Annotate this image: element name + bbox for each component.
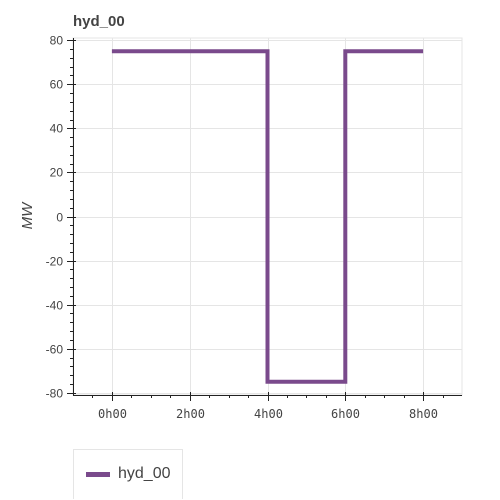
- legend[interactable]: hyd_00: [73, 449, 183, 499]
- y-tick-label: -20: [46, 255, 64, 269]
- y-tick-label: 40: [50, 122, 64, 136]
- legend-label: hyd_00: [118, 465, 171, 482]
- chart-title: hyd_00: [73, 13, 125, 30]
- y-tick-label: -60: [46, 343, 64, 357]
- y-tick-label: 80: [50, 34, 64, 48]
- y-tick-label: -40: [46, 299, 64, 313]
- y-tick-label: 60: [50, 78, 64, 92]
- legend-item[interactable]: hyd_00: [86, 464, 171, 484]
- y-tick-label: 20: [50, 166, 64, 180]
- x-tick-label: 0h00: [98, 407, 127, 421]
- x-tick-label: 6h00: [331, 407, 360, 421]
- chart-canvas: hyd_00 MW 80 60 40 20 0 -20 -40 -60 -80 0h00 2h00 4…: [19, 13, 463, 421]
- y-axis-label: MW: [19, 201, 36, 229]
- y-tick-label: 0: [56, 211, 63, 225]
- x-tick-label: 8h00: [409, 407, 438, 421]
- y-tick-label: -80: [46, 387, 64, 401]
- series-layer: [111, 49, 424, 384]
- series-line: [111, 49, 424, 384]
- legend-swatch: [86, 471, 110, 477]
- axes: 80 60 40 20 0 -20 -40 -60 -80 0h00 2h00 4h00 6h00 8h0…: [46, 34, 462, 421]
- x-tick-label: 4h00: [254, 407, 283, 421]
- x-tick-label: 2h00: [176, 407, 205, 421]
